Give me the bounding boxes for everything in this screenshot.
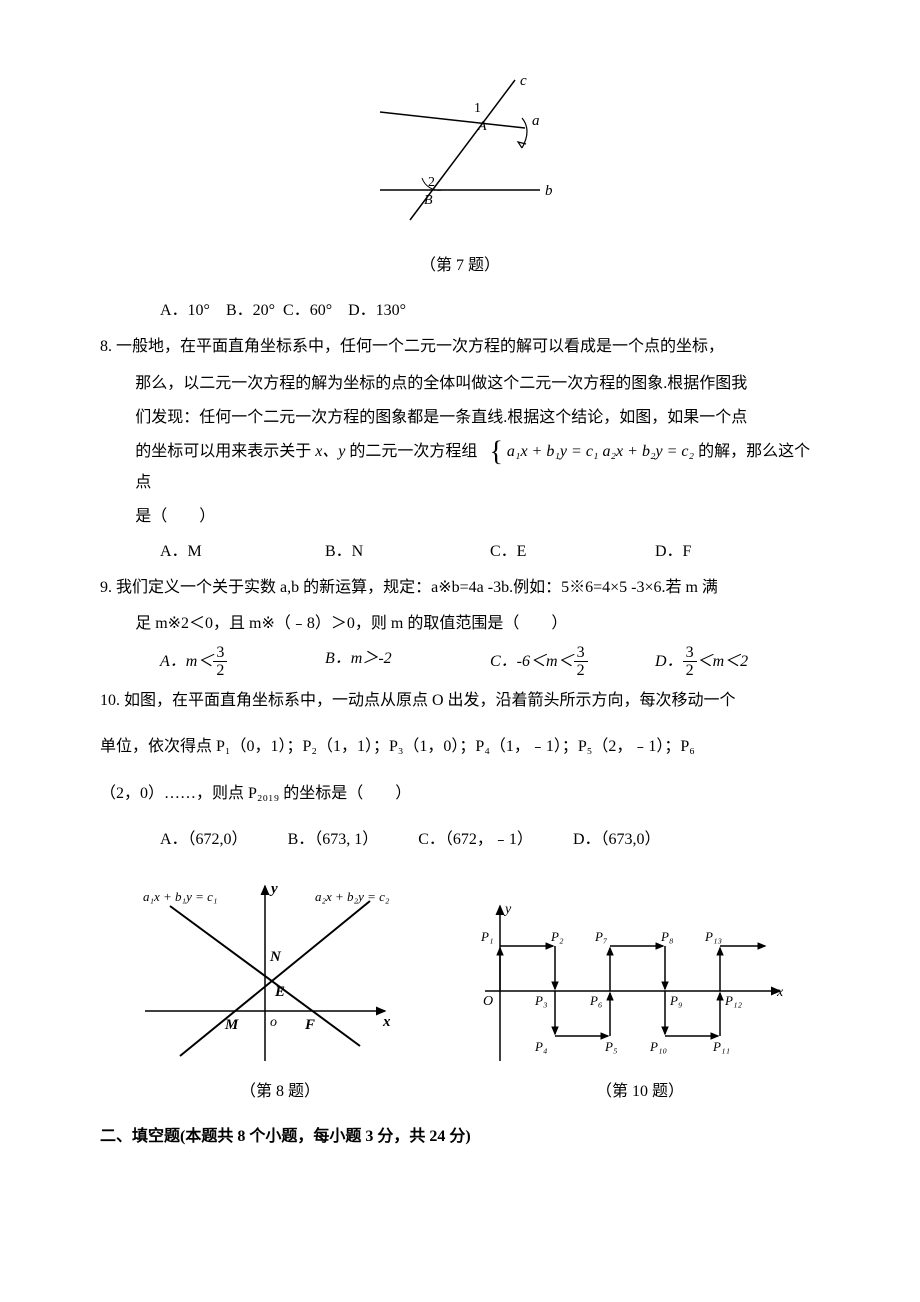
f10-P2: P₂: [550, 929, 564, 944]
f10-P5: P₅: [604, 1039, 617, 1054]
f8-o: o: [270, 1015, 277, 1030]
q7-opt-d: D．130°: [348, 302, 406, 319]
q8-opt-b-prefix: B．N: [325, 543, 363, 560]
q8-xy: x、y: [315, 443, 345, 460]
q9-opt-c: C．-6＜m＜32: [490, 644, 655, 680]
label-A: A: [477, 119, 487, 134]
q7-figure: c a b 1 A 2 B: [100, 70, 820, 241]
q8-eq2: a₂x + b₂y = c₂: [602, 443, 694, 460]
label-angle1: 1: [474, 101, 481, 116]
q8-line3: 们发现：任何一个二元一次方程的图象都是一条直线.根据这个结论，如图，如果一个点: [100, 403, 820, 433]
q8-eq1: a₁x + b₁y = c₁: [507, 443, 599, 460]
q8-line1: 8. 一般地，在平面直角坐标系中，任何一个二元一次方程的解可以看成是一个点的坐标…: [100, 332, 820, 362]
q7-opt-b: B．20°: [226, 302, 275, 319]
q10-line2: 单位，依次得点 P₁（0，1）；P₂（1，1）；P₃（1，0）；P₄（1，﹣1）…: [100, 732, 820, 762]
f10-x: x: [776, 985, 784, 1000]
q8-figure: a₁x + b₁y = c₁ a₂x + b₂y = c₂ y x o N E …: [125, 871, 405, 1071]
q9-a-frac: 32: [213, 644, 227, 680]
f10-P4: P₄: [534, 1039, 548, 1054]
f10-P8: P₈: [660, 929, 674, 944]
q9-line1: 9. 我们定义一个关于实数 a,b 的新运算，规定：a※b=4a -3b.例如：…: [100, 573, 820, 603]
label-B: B: [424, 193, 433, 208]
q9-opt-a: A．m＜32: [160, 644, 325, 680]
q9-a-den: 2: [213, 662, 227, 680]
q8-opt-a-prefix: A．M: [160, 543, 202, 560]
q9-opt-d: D．32＜m＜2: [655, 644, 820, 680]
q8-opt-c-prefix: C．E: [490, 543, 526, 560]
f8-N: N: [269, 949, 282, 965]
dual-figures: a₁x + b₁y = c₁ a₂x + b₂y = c₂ y x o N E …: [100, 871, 820, 1071]
f10-y: y: [503, 902, 512, 917]
q9-d-num: 3: [683, 644, 697, 663]
f10-P1: P₁: [480, 929, 493, 944]
f8-y: y: [269, 881, 278, 897]
f8-x: x: [382, 1014, 391, 1030]
q7-opt-a: A．10°: [160, 302, 210, 319]
fig10-label: （第 10 题）: [460, 1077, 820, 1107]
label-angle2: 2: [428, 175, 435, 190]
f10-P9: P₉: [669, 993, 682, 1008]
f8-F: F: [304, 1017, 315, 1033]
q9-line2: 足 m※2＜0，且 m※（﹣8）＞0，则 m 的取值范围是（ ）: [100, 609, 820, 639]
label-a: a: [532, 113, 540, 129]
q10-opt-b: B．（673, 1）: [288, 825, 379, 855]
q8-eqgroup: a₁x + b₁y = c₁ a₂x + b₂y = c₂: [507, 442, 694, 463]
q8-line4: 的坐标可以用来表示关于 x、y 的二元一次方程组 { a₁x + b₁y = c…: [100, 437, 820, 498]
f10-P6: P₆: [589, 993, 602, 1008]
q10-line3: （2，0）……，则点 P₂₀₁₉ 的坐标是（ ）: [100, 779, 820, 809]
q10-opt-c: C．（672，﹣1）: [418, 825, 533, 855]
q9-options: A．m＜32 B．m＞-2 C．-6＜m＜32 D．32＜m＜2: [100, 644, 820, 680]
q9-c-pre: C．-6＜m＜: [490, 652, 574, 669]
f8-eq2: a₂x + b₂y = c₂: [315, 889, 390, 904]
q8-line4b: 的二元一次方程组: [345, 443, 477, 460]
q9-d-pre: D．: [655, 652, 683, 669]
f10-P12: P₁₂: [724, 993, 742, 1008]
q8-line2: 那么，以二元一次方程的解为坐标的点的全体叫做这个二元一次方程的图象.根据作图我: [100, 369, 820, 399]
q9-c-den: 2: [574, 662, 588, 680]
f10-P10: P₁₀: [649, 1039, 667, 1054]
q9-c-frac: 32: [574, 644, 588, 680]
q10-options: A．（672,0） B．（673, 1） C．（672，﹣1） D．（673,0…: [100, 825, 820, 855]
f8-eq1: a₁x + b₁y = c₁: [143, 889, 217, 904]
q8-opt-c: C．E: [490, 537, 655, 567]
label-c: c: [520, 73, 527, 89]
f10-P7: P₇: [594, 929, 608, 944]
q7-opt-c: C．60°: [283, 302, 332, 319]
f8-M: M: [224, 1017, 239, 1033]
q9-d-den: 2: [683, 662, 697, 680]
q9-b-text: B．m＞-2: [325, 650, 392, 667]
f10-P11: P₁₁: [712, 1039, 730, 1054]
f8-E: E: [274, 984, 285, 1000]
q8-line4a: 的坐标可以用来表示关于: [135, 443, 315, 460]
q8-opt-b: B．N: [325, 537, 490, 567]
q7-options: A．10° B．20° C．60° D．130°: [100, 296, 820, 326]
q8-opt-d: D．F: [655, 537, 820, 567]
q9-opt-b: B．m＞-2: [325, 644, 490, 680]
q8-line5: 是（ ）: [100, 502, 820, 532]
f10-P13: P₁₃: [704, 929, 722, 944]
q9-a-pre: A．m＜: [160, 652, 213, 669]
brace-icon: {: [489, 437, 502, 468]
f10-O: O: [483, 994, 493, 1009]
q10-opt-a: A．（672,0）: [160, 825, 248, 855]
q10-opt-d: D．（673,0）: [573, 825, 661, 855]
q10-figure: y x O P₁ P₂ P₃ P₄ P₅ P₆ P₇ P₈ P₉ P₁₀ P₁₁…: [455, 891, 795, 1071]
q8-options: A．M B．N C．E D．F: [100, 537, 820, 567]
dual-figure-labels: （第 8 题） （第 10 题）: [100, 1077, 820, 1107]
q9-d-mid: ＜m＜2: [697, 652, 749, 669]
section-2-heading: 二、填空题(本题共 8 个小题，每小题 3 分，共 24 分): [100, 1122, 820, 1152]
q7-svg: c a b 1 A 2 B: [350, 70, 570, 230]
q8-opt-d-prefix: D．F: [655, 543, 691, 560]
f10-P3: P₃: [534, 993, 547, 1008]
q9-d-frac: 32: [683, 644, 697, 680]
label-b: b: [545, 183, 553, 199]
q8-opt-a: A．M: [160, 537, 325, 567]
fig8-label: （第 8 题）: [100, 1077, 460, 1107]
q9-c-num: 3: [574, 644, 588, 663]
q7-figure-label: （第 7 题）: [100, 251, 820, 281]
q9-a-num: 3: [213, 644, 227, 663]
q10-line1: 10. 如图，在平面直角坐标系中，一动点从原点 O 出发，沿着箭头所示方向，每次…: [100, 686, 820, 716]
